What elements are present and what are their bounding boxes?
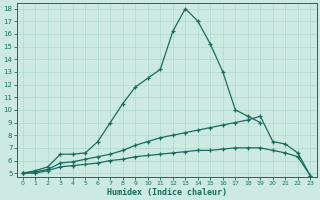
X-axis label: Humidex (Indice chaleur): Humidex (Indice chaleur)	[107, 188, 227, 197]
